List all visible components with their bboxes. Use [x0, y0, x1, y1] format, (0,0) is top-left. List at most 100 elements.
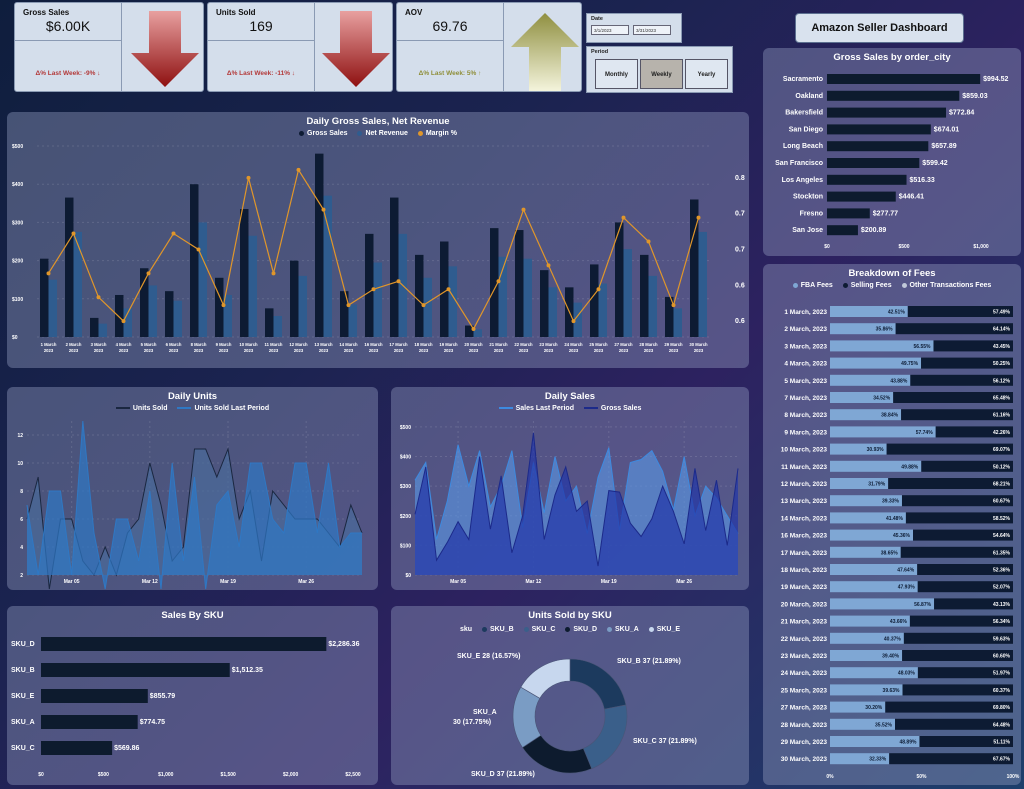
x-tick-label: 2 March	[66, 342, 82, 347]
legend-label: SKU_D	[573, 626, 598, 633]
net-revenue-bar	[348, 304, 357, 337]
margin-point	[471, 327, 476, 332]
x-tick-label: Mar 12	[142, 579, 158, 585]
date-end-input[interactable]: 3/31/2023	[633, 25, 671, 35]
fees-breakdown-chart: 1 March, 2023 42.51% 57.49% 2 March, 2023 35…	[781, 306, 1020, 780]
net-revenue-bar	[323, 195, 332, 337]
selling-fee-bar	[885, 701, 1013, 713]
y-tick-label: 8	[20, 489, 23, 495]
margin-point	[171, 231, 176, 236]
period-yearly-button[interactable]: Yearly	[685, 59, 728, 89]
fba-fee-bar	[830, 495, 902, 507]
category-label: 11 March, 2023	[781, 464, 827, 471]
category-label: 29 March, 2023	[781, 739, 828, 746]
category-label: San Jose	[792, 227, 823, 234]
gross-sales-bar	[390, 197, 399, 337]
panel-title: Breakdown of Fees	[848, 268, 936, 279]
selling-fee-bar	[935, 426, 1013, 438]
panel-title: Gross Sales by order_city	[833, 52, 951, 63]
donut-slice	[520, 658, 571, 699]
margin-point	[321, 207, 326, 212]
data-label: 47.64%	[897, 568, 915, 574]
category-label: 8 March, 2023	[784, 412, 827, 419]
legend-label: SKU_E	[656, 626, 681, 633]
legend-label: SKU_C	[531, 626, 556, 633]
x-tick-label: $2,000	[283, 772, 299, 778]
daily-sales-chart: $0 $100 $200 $300 $400 $500 Mar 05 Mar 12 Mar 19…	[400, 421, 739, 585]
data-label: $994.52	[983, 76, 1008, 83]
net-revenue-bar	[248, 235, 257, 337]
data-label: 45.36%	[893, 533, 911, 539]
gross-sales-bar	[40, 258, 49, 337]
selling-fee-bar	[909, 615, 1013, 627]
category-label: Long Beach	[783, 143, 823, 150]
x-tick-label: 19 March	[439, 342, 458, 347]
legend-label: Units Sold	[132, 405, 168, 412]
legend-item: SKU_D	[565, 626, 597, 633]
x-tick-label: 2023	[44, 348, 54, 353]
net-revenue-bar	[573, 302, 582, 337]
net-revenue-bar	[673, 308, 682, 337]
date-start-input[interactable]: 3/1/2023	[591, 25, 629, 35]
city-sales-bar	[827, 225, 858, 236]
gross-sales-bar	[340, 291, 349, 337]
city-sales-bar	[827, 124, 931, 135]
category-label: 16 March, 2023	[781, 533, 828, 540]
margin-point	[621, 215, 626, 220]
category-label: 14 March, 2023	[781, 515, 828, 522]
margin-point	[546, 263, 551, 268]
legend-item: Selling Fees	[842, 282, 892, 289]
panel-title: Daily Sales	[544, 391, 596, 402]
city-sales-bar	[827, 208, 870, 219]
data-label: 39.63%	[883, 688, 901, 694]
data-label: $674.01	[934, 126, 959, 133]
category-label: 20 March, 2023	[781, 601, 828, 608]
y-tick-label: $400	[400, 455, 411, 461]
category-label: SKU_B	[11, 667, 35, 674]
net-revenue-bar	[498, 256, 507, 337]
margin-point	[196, 247, 201, 252]
category-label: 24 March, 2023	[781, 670, 828, 677]
data-label: 56.34%	[993, 619, 1011, 625]
selling-fee-bar	[917, 564, 1013, 575]
period-weekly-button[interactable]: Weekly	[640, 59, 683, 89]
y2-tick-label: 0.6	[735, 282, 745, 289]
y-tick-label: $100	[400, 543, 411, 549]
x-tick-label: 18 March	[414, 342, 433, 347]
x-tick-label: 8 March	[191, 342, 207, 347]
divider	[503, 3, 504, 91]
category-label: SKU_D	[11, 641, 35, 648]
data-label: 56.55%	[914, 344, 932, 350]
data-label: 69.07%	[993, 447, 1011, 453]
selling-fee-bar	[895, 323, 1013, 335]
data-label: $446.41	[899, 194, 924, 201]
margin-point	[521, 207, 526, 212]
y-tick-label: 4	[20, 545, 23, 551]
net-revenue-bar	[698, 231, 707, 337]
data-label: 49.88%	[901, 464, 919, 470]
x-tick-label: 20 March	[464, 342, 483, 347]
fba-fee-bar	[830, 632, 904, 644]
data-label: 69.80%	[993, 705, 1011, 711]
selling-fee-bar	[903, 632, 1013, 644]
selling-fee-bar	[893, 392, 1013, 403]
period-slicer: Period Monthly Weekly Yearly	[586, 46, 733, 93]
data-label: 61.35%	[993, 550, 1011, 556]
x-tick-label: 2023	[694, 348, 704, 353]
chart-legend: Units Sold Units Sold Last Period	[7, 405, 378, 412]
data-label: 38.65%	[881, 550, 899, 556]
panel-title: Units Sold by SKU	[528, 610, 612, 621]
x-tick-label: 10 March	[239, 342, 258, 347]
selling-fee-bar	[934, 598, 1013, 610]
x-tick-label: 23 March	[539, 342, 558, 347]
series-area	[27, 421, 362, 589]
net-revenue-bar	[198, 222, 207, 337]
city-sales-bar	[827, 191, 896, 202]
data-label: 57.49%	[993, 310, 1011, 316]
legend-label: Selling Fees	[850, 282, 892, 289]
fba-fee-bar	[830, 546, 901, 558]
fba-fee-bar	[830, 581, 918, 593]
y-tick-label: $400	[12, 182, 23, 188]
data-label: 35.52%	[875, 722, 893, 728]
period-monthly-button[interactable]: Monthly	[595, 59, 638, 89]
